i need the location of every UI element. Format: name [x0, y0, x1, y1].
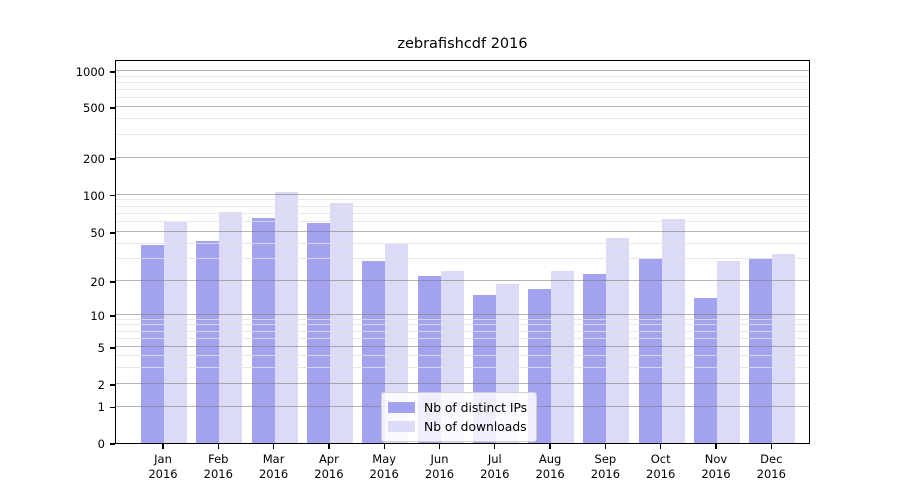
- y-tick-mark: [110, 107, 115, 109]
- gridline-minor: [116, 221, 809, 223]
- gridline-200: [116, 157, 809, 158]
- gridline-minor: [116, 324, 809, 326]
- x-tick-mark: [770, 444, 772, 449]
- legend-label-downloads: Nb of downloads: [424, 419, 527, 434]
- x-tick-mark: [438, 444, 441, 449]
- gridline-500: [116, 106, 809, 107]
- y-tick-mark: [110, 158, 115, 160]
- x-tick-mark: [660, 444, 662, 449]
- gridline-minor: [116, 337, 809, 339]
- bar-distinct-ips-sep[interactable]: [583, 274, 607, 443]
- y-tick-label-1000: 1000: [75, 64, 105, 79]
- y-tick-label-100: 100: [83, 188, 105, 203]
- gridline-minor: [116, 118, 809, 120]
- gridline-5: [116, 346, 809, 347]
- x-tick-mark: [217, 444, 219, 449]
- chart-title: zebrafishcdf 2016: [397, 36, 528, 52]
- y-tick-label-5: 5: [97, 341, 105, 355]
- bar-downloads-aug[interactable]: [551, 271, 575, 443]
- gridline-1000: [116, 70, 809, 71]
- bar-distinct-ips-may[interactable]: [362, 261, 386, 443]
- x-tick-label-oct: Oct 2016: [646, 452, 676, 481]
- bar-downloads-jan[interactable]: [164, 222, 187, 443]
- gridline-2: [116, 383, 809, 384]
- bar-downloads-sep[interactable]: [606, 238, 630, 443]
- x-tick-label-jul: Jul 2016: [480, 452, 510, 481]
- gridline-minor: [116, 258, 809, 260]
- x-tick-mark: [715, 444, 717, 449]
- gridline-minor: [116, 212, 809, 214]
- y-tick-label-0: 0: [97, 437, 105, 451]
- legend-swatch-distinct-ips-icon: [388, 402, 415, 413]
- gridline-minor: [116, 318, 809, 320]
- bar-distinct-ips-dec[interactable]: [749, 259, 773, 443]
- gridline-20: [116, 280, 809, 281]
- legend-swatch-downloads-icon: [388, 421, 415, 432]
- y-tick-label-1: 1: [97, 400, 105, 415]
- gridline-minor: [116, 88, 809, 90]
- gridline-50: [116, 231, 809, 232]
- x-tick-label-dec: Dec 2016: [756, 452, 786, 481]
- x-tick-mark: [494, 444, 496, 449]
- gridline-100: [116, 193, 809, 195]
- plot-area: Nb of distinct IPs Nb of downloads: [115, 60, 810, 444]
- gridline-minor: [116, 366, 809, 368]
- x-tick-label-apr: Apr 2016: [314, 452, 344, 481]
- bar-downloads-dec[interactable]: [772, 254, 796, 443]
- y-tick-mark: [110, 281, 115, 283]
- legend-item-distinct-ips: Nb of distinct IPs: [388, 398, 527, 417]
- y-tick-label-50: 50: [90, 225, 105, 240]
- y-tick-label-500: 500: [83, 101, 105, 115]
- x-tick-label-jun: Jun 2016: [424, 452, 455, 481]
- bar-distinct-ips-feb[interactable]: [196, 241, 220, 443]
- y-tick-mark: [110, 71, 115, 73]
- y-tick-label-200: 200: [83, 151, 105, 166]
- legend-item-downloads: Nb of downloads: [388, 417, 527, 436]
- gridline-minor: [116, 355, 809, 356]
- y-tick-label-2: 2: [97, 378, 105, 393]
- bar-downloads-feb[interactable]: [219, 212, 243, 443]
- gridline-minor: [116, 134, 809, 136]
- x-tick-mark: [272, 444, 275, 449]
- bar-downloads-mar[interactable]: [274, 192, 298, 443]
- x-tick-mark: [604, 444, 607, 449]
- gridline-minor: [116, 330, 809, 332]
- bar-distinct-ips-oct[interactable]: [638, 259, 662, 443]
- legend-label-distinct-ips: Nb of distinct IPs: [424, 400, 528, 415]
- y-tick-mark: [110, 443, 115, 445]
- legend: Nb of distinct IPs Nb of downloads: [381, 392, 538, 442]
- y-tick-label-10: 10: [90, 309, 105, 323]
- bar-distinct-ips-jan[interactable]: [141, 245, 164, 443]
- bar-distinct-ips-nov[interactable]: [694, 298, 717, 443]
- y-tick-mark: [110, 194, 115, 197]
- x-tick-mark: [162, 444, 164, 449]
- x-tick-mark: [383, 444, 385, 449]
- bar-downloads-nov[interactable]: [717, 261, 740, 443]
- gridline-minor: [116, 242, 809, 244]
- gridline-minor: [116, 75, 809, 77]
- gridline-minor: [116, 96, 809, 98]
- y-tick-label-20: 20: [90, 274, 105, 289]
- gridline-minor: [116, 205, 809, 207]
- gridline-10: [116, 314, 809, 315]
- x-tick-label-sep: Sep 2016: [590, 452, 621, 481]
- x-tick-label-jan: Jan 2016: [148, 452, 178, 481]
- x-tick-label-aug: Aug 2016: [535, 452, 565, 481]
- y-tick-mark: [110, 315, 115, 317]
- gridline-minor: [116, 199, 809, 201]
- x-tick-label-feb: Feb 2016: [203, 452, 233, 481]
- bar-distinct-ips-apr[interactable]: [306, 223, 330, 443]
- x-tick-label-mar: Mar 2016: [258, 452, 289, 481]
- bar-downloads-apr[interactable]: [329, 203, 353, 443]
- y-tick-mark: [110, 347, 115, 349]
- y-tick-mark: [110, 232, 115, 234]
- y-tick-mark: [110, 384, 115, 386]
- gridline-minor: [116, 81, 809, 83]
- y-tick-mark: [110, 406, 115, 409]
- x-tick-mark: [328, 444, 330, 449]
- x-tick-mark: [549, 444, 551, 449]
- x-tick-label-may: May 2016: [369, 452, 399, 481]
- x-tick-label-nov: Nov 2016: [701, 452, 731, 481]
